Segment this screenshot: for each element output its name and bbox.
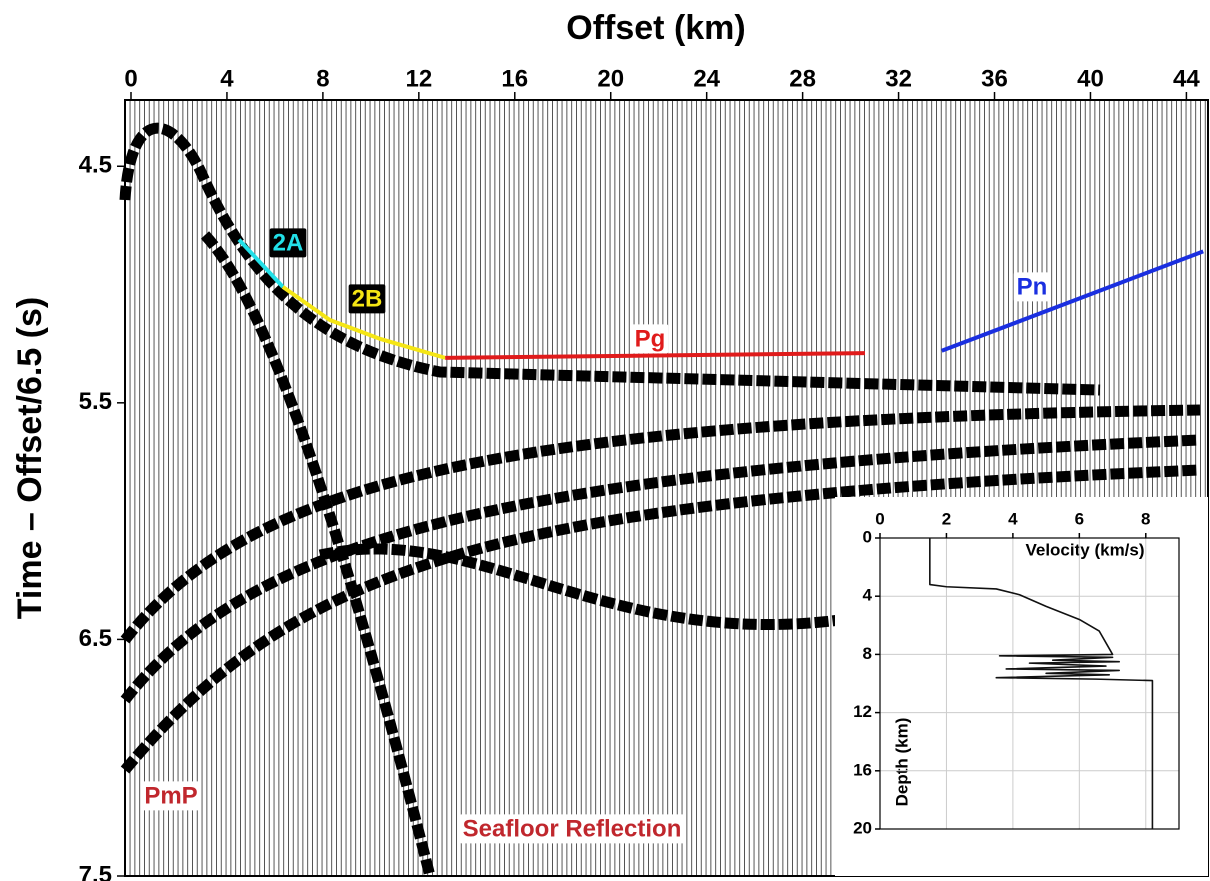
x-tick-label: 36 (981, 65, 1008, 92)
y-axis-title: Time – Offset/6.5 (s) (11, 297, 49, 620)
phase-label: Pn (1017, 273, 1048, 300)
inset-y-title: Depth (km) (892, 718, 911, 807)
x-tick-label: 24 (693, 65, 720, 92)
x-tick-label: 12 (405, 65, 432, 92)
phase-label: Pg (635, 325, 666, 352)
y-tick-label: 16 (853, 760, 872, 779)
y-tick-label: 5.5 (79, 388, 112, 415)
phase-label: 2A (273, 229, 304, 256)
x-tick-label: 20 (597, 65, 624, 92)
x-tick-label: 2 (942, 509, 951, 528)
x-axis-title: Offset (km) (566, 9, 745, 47)
phase-label: 2B (352, 285, 383, 312)
x-tick-label: 6 (1075, 509, 1084, 528)
y-tick-label: 20 (853, 818, 872, 837)
y-tick-label: 0 (863, 527, 872, 546)
y-tick-label: 12 (853, 702, 872, 721)
x-tick-label: 0 (875, 509, 884, 528)
figure: Offset (km) Time – Offset/6.5 (s) Veloci… (0, 0, 1210, 881)
y-tick-label: 4.5 (79, 152, 112, 179)
x-tick-label: 40 (1077, 65, 1104, 92)
x-tick-label: 4 (220, 65, 234, 92)
x-tick-label: 28 (789, 65, 816, 92)
annotation: Seafloor Reflection (463, 815, 682, 842)
y-tick-label: 4 (863, 586, 873, 605)
y-tick-label: 7.5 (79, 861, 112, 881)
annotation: PmP (144, 782, 197, 809)
x-tick-label: 4 (1008, 509, 1018, 528)
x-tick-label: 0 (124, 65, 137, 92)
y-tick-label: 8 (863, 644, 872, 663)
x-tick-label: 32 (885, 65, 912, 92)
x-tick-label: 16 (501, 65, 528, 92)
x-tick-label: 44 (1173, 65, 1200, 92)
inset-x-title: Velocity (km/s) (1025, 540, 1144, 559)
y-tick-label: 6.5 (79, 625, 112, 652)
x-tick-label: 8 (316, 65, 329, 92)
x-tick-label: 8 (1141, 509, 1150, 528)
